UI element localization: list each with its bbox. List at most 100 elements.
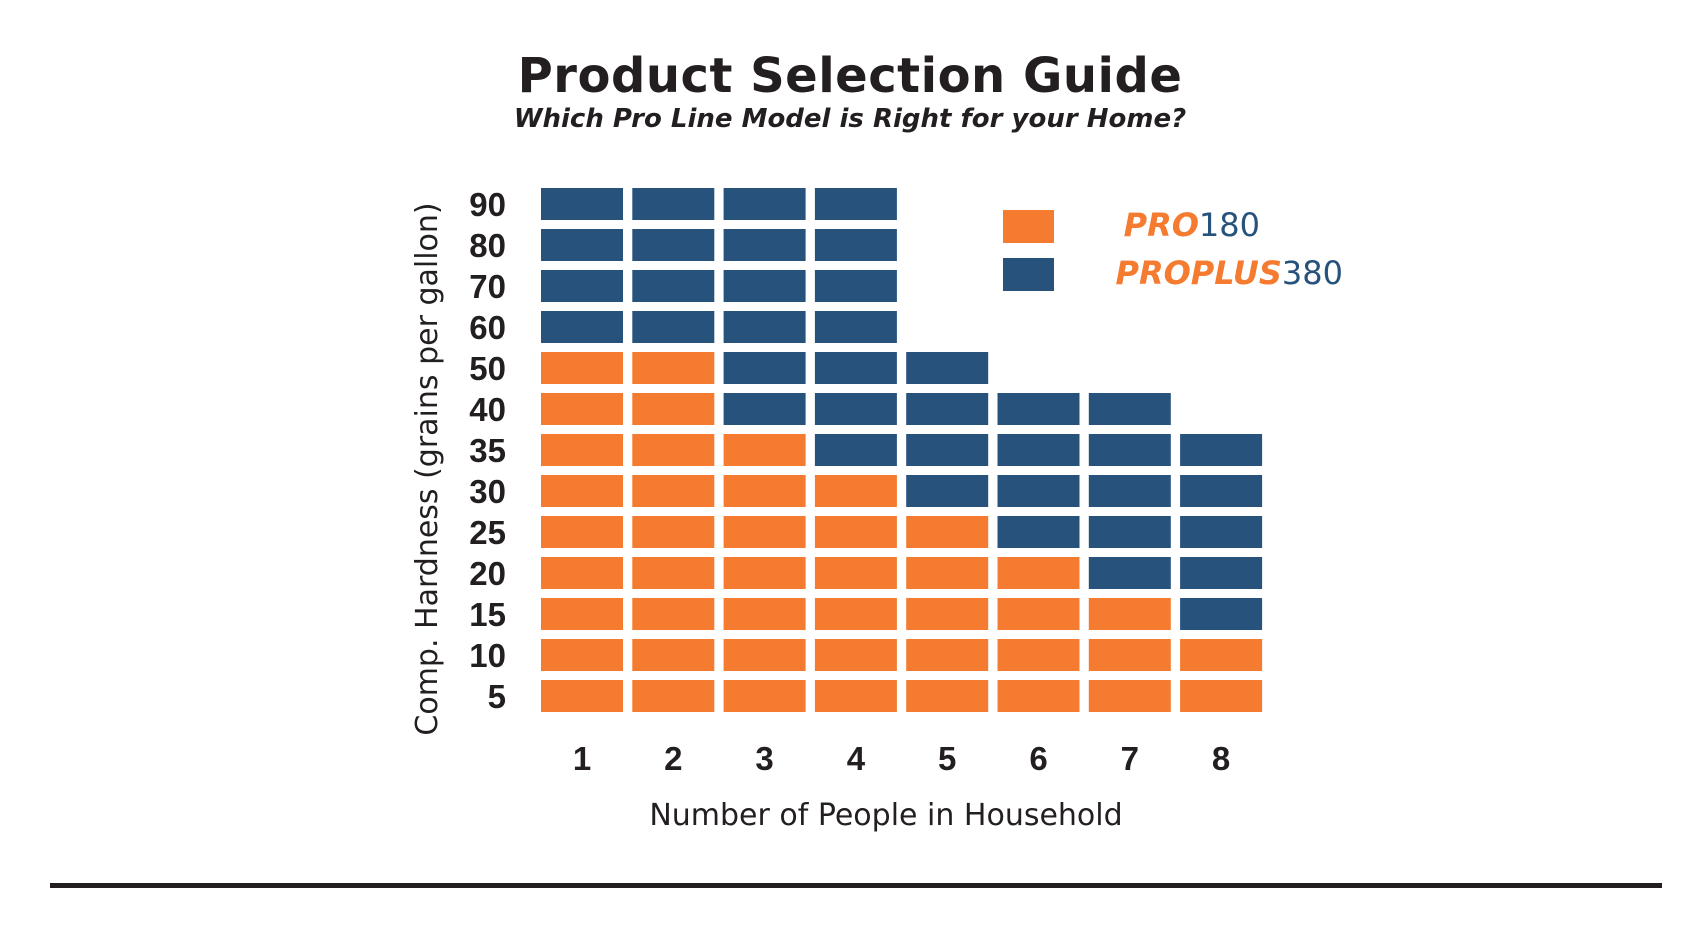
y-tick-label: 5	[488, 678, 506, 715]
cell-5-gpg-1-people	[541, 680, 623, 712]
cell-15-gpg-8-people	[1180, 598, 1263, 630]
cell-5-gpg-3-people	[723, 680, 806, 712]
cell-15-gpg-2-people	[632, 598, 715, 630]
y-tick-label: 10	[469, 637, 506, 674]
y-tick-label: 60	[469, 309, 506, 346]
cell-40-gpg-6-people	[997, 393, 1080, 425]
x-tick-label: 1	[573, 740, 591, 777]
grid-cells	[541, 188, 1263, 712]
cell-35-gpg-3-people	[723, 434, 806, 466]
cell-25-gpg-7-people	[1088, 516, 1171, 548]
y-tick-label: 80	[469, 227, 506, 264]
cell-30-gpg-2-people	[632, 475, 715, 507]
legend-label-pro180: PRO180	[1124, 206, 1260, 244]
cell-20-gpg-1-people	[541, 557, 623, 589]
cell-20-gpg-4-people	[814, 557, 897, 589]
cell-20-gpg-7-people	[1088, 557, 1171, 589]
cell-5-gpg-7-people	[1088, 680, 1171, 712]
y-tick-label: 40	[469, 391, 506, 428]
cell-10-gpg-1-people	[541, 639, 623, 671]
cell-35-gpg-2-people	[632, 434, 715, 466]
cell-25-gpg-1-people	[541, 516, 623, 548]
cell-5-gpg-5-people	[906, 680, 989, 712]
cell-30-gpg-3-people	[723, 475, 806, 507]
cell-20-gpg-3-people	[723, 557, 806, 589]
cell-30-gpg-4-people	[814, 475, 897, 507]
y-tick-label: 35	[469, 432, 506, 469]
x-tick-label: 7	[1121, 740, 1139, 777]
cell-35-gpg-8-people	[1180, 434, 1263, 466]
cell-60-gpg-2-people	[632, 311, 715, 343]
cell-10-gpg-5-people	[906, 639, 989, 671]
y-axis-label: Comp. Hardness (grains per gallon)	[410, 202, 445, 735]
cell-50-gpg-4-people	[814, 352, 897, 384]
y-tick-label: 20	[469, 555, 506, 592]
cell-25-gpg-3-people	[723, 516, 806, 548]
cell-25-gpg-5-people	[906, 516, 989, 548]
cell-20-gpg-6-people	[997, 557, 1080, 589]
legend-label-brand: PRO	[1124, 206, 1199, 244]
cell-15-gpg-5-people	[906, 598, 989, 630]
x-axis-label: Number of People in Household	[649, 798, 1122, 833]
cell-15-gpg-3-people	[723, 598, 806, 630]
x-tick-label: 3	[755, 740, 773, 777]
legend: PRO180 PROPLUS380	[1003, 206, 1343, 292]
cell-40-gpg-2-people	[632, 393, 715, 425]
chart-subtitle: Which Pro Line Model is Right for your H…	[513, 104, 1187, 134]
legend-swatch-pro180	[1003, 210, 1054, 243]
x-tick-label: 5	[938, 740, 956, 777]
cell-50-gpg-3-people	[723, 352, 806, 384]
cell-20-gpg-2-people	[632, 557, 715, 589]
cell-90-gpg-2-people	[632, 188, 715, 220]
cell-15-gpg-1-people	[541, 598, 623, 630]
cell-10-gpg-7-people	[1088, 639, 1171, 671]
x-tick-label: 8	[1212, 740, 1230, 777]
cell-70-gpg-2-people	[632, 270, 715, 302]
y-tick-label: 70	[469, 268, 506, 305]
cell-10-gpg-8-people	[1180, 639, 1263, 671]
cell-10-gpg-6-people	[997, 639, 1080, 671]
legend-label-proplus380: PROPLUS380	[1116, 254, 1344, 292]
cell-15-gpg-4-people	[814, 598, 897, 630]
cell-30-gpg-6-people	[997, 475, 1080, 507]
y-tick-label: 30	[469, 473, 506, 510]
legend-label-number: 180	[1199, 206, 1260, 244]
x-axis-ticks: 1 2 3 4 5 6 7 8	[573, 740, 1230, 777]
y-tick-label: 25	[469, 514, 506, 551]
cell-35-gpg-1-people	[541, 434, 623, 466]
cell-80-gpg-4-people	[814, 229, 897, 261]
cell-60-gpg-4-people	[814, 311, 897, 343]
cell-40-gpg-4-people	[814, 393, 897, 425]
cell-30-gpg-5-people	[906, 475, 989, 507]
chart-title: Product Selection Guide	[517, 48, 1183, 104]
cell-10-gpg-2-people	[632, 639, 715, 671]
cell-40-gpg-5-people	[906, 393, 989, 425]
cell-80-gpg-1-people	[541, 229, 623, 261]
cell-90-gpg-3-people	[723, 188, 806, 220]
legend-label-brand: PROPLUS	[1116, 254, 1282, 292]
cell-90-gpg-4-people	[814, 188, 897, 220]
y-tick-label: 90	[469, 186, 506, 223]
cell-40-gpg-3-people	[723, 393, 806, 425]
cell-15-gpg-7-people	[1088, 598, 1171, 630]
cell-40-gpg-7-people	[1088, 393, 1171, 425]
cell-60-gpg-3-people	[723, 311, 806, 343]
cell-30-gpg-1-people	[541, 475, 623, 507]
cell-15-gpg-6-people	[997, 598, 1080, 630]
cell-10-gpg-3-people	[723, 639, 806, 671]
cell-5-gpg-4-people	[814, 680, 897, 712]
cell-40-gpg-1-people	[541, 393, 623, 425]
cell-5-gpg-8-people	[1180, 680, 1263, 712]
y-axis-ticks: 90 80 70 60 50 40 35 30 25 20 15 10 5	[469, 186, 506, 715]
cell-5-gpg-6-people	[997, 680, 1080, 712]
cell-25-gpg-4-people	[814, 516, 897, 548]
legend-label-number: 380	[1282, 254, 1343, 292]
cell-50-gpg-2-people	[632, 352, 715, 384]
legend-swatch-proplus380	[1003, 258, 1054, 291]
cell-35-gpg-5-people	[906, 434, 989, 466]
cell-20-gpg-5-people	[906, 557, 989, 589]
cell-25-gpg-2-people	[632, 516, 715, 548]
cell-25-gpg-8-people	[1180, 516, 1263, 548]
y-tick-label: 15	[469, 596, 506, 633]
cell-80-gpg-2-people	[632, 229, 715, 261]
